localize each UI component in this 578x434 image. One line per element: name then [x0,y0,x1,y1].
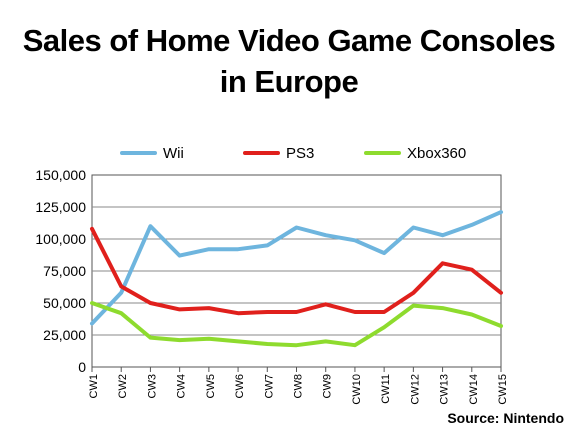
x-tick-label: CW14 [468,374,480,405]
x-tick-label: CW2 [117,374,129,398]
y-tick-label: 25,000 [43,327,86,343]
legend-label-ps3: PS3 [286,145,314,162]
x-tick-label: CW11 [380,374,392,404]
y-tick-label: 0 [78,359,86,375]
legend-label-wii: Wii [163,145,184,162]
legend-label-xbox360: Xbox360 [407,145,466,162]
series-line-ps3 [90,226,503,316]
y-tick-label: 125,000 [35,199,86,215]
x-tick-label: CW8 [293,374,305,398]
chart-title-line-2: in Europe [219,64,359,99]
y-tick-label: 100,000 [35,231,86,247]
x-tick-label: CW7 [263,374,275,398]
x-tick-label: CW12 [409,374,421,405]
x-tick-label: CW6 [234,374,246,398]
y-tick-label: 75,000 [43,263,86,279]
series-line-xbox360 [90,301,503,348]
y-tick-label: 150,000 [35,167,86,183]
y-tick-label: 50,000 [43,295,86,311]
x-tick-label: CW4 [176,374,188,398]
series-line-wii [90,210,503,326]
x-tick-label: CW9 [322,374,334,398]
x-tick-label: CW13 [439,374,451,405]
source-note: Source: Nintendo [447,410,564,426]
x-tick-label: CW15 [497,374,509,405]
x-tick-label: CW5 [205,374,217,398]
x-tick-label: CW10 [351,374,363,405]
x-tick-label: CW1 [88,374,100,398]
x-tick-label: CW3 [146,374,158,398]
chart-title-line-1: Sales of Home Video Game Consoles [22,23,556,58]
